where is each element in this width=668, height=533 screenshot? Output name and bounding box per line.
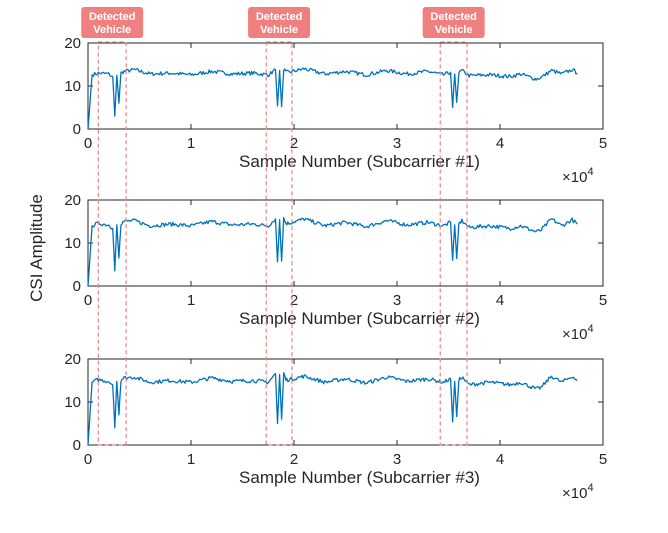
subplot-3: 0 1 2 3 4 5 0 10 20 Sample Number (Subcarrier #3)… xyxy=(64,351,607,502)
y-tick-label: 20 xyxy=(64,35,81,52)
detection-badge xyxy=(248,7,311,38)
y-tick-label: 20 xyxy=(64,351,81,368)
x-axis-label: Sample Number (Subcarrier #3) xyxy=(239,468,480,487)
detection-badge-line1: Detected xyxy=(89,11,135,23)
shared-y-axis-label: CSI Amplitude xyxy=(27,194,46,302)
x-tick-label: 2 xyxy=(290,292,298,309)
x-tick-label: 0 xyxy=(84,451,92,468)
detection-badge xyxy=(422,7,485,38)
y-tick-label: 0 xyxy=(73,437,81,454)
detection-window-box xyxy=(97,41,127,446)
x-tick-label: 5 xyxy=(599,135,607,152)
y-tick-label: 0 xyxy=(73,121,81,138)
x-tick-label: 0 xyxy=(84,292,92,309)
csi-series-line xyxy=(87,216,578,287)
y-tick-label: 20 xyxy=(64,192,81,209)
subplot-1: 0 1 2 3 4 5 0 10 20 Sample Number (Subcarrier #1)… xyxy=(64,35,607,186)
x-tick-label: 3 xyxy=(393,292,401,309)
x-axis-label: Sample Number (Subcarrier #2) xyxy=(239,309,480,328)
x-tick-label: 3 xyxy=(393,135,401,152)
x-tick-label: 5 xyxy=(599,292,607,309)
x-tick-label: 4 xyxy=(496,135,504,152)
x-multiplier-label: ×104 xyxy=(562,166,594,186)
detection-badge-line1: Detected xyxy=(430,11,476,23)
x-tick-label: 4 xyxy=(496,292,504,309)
x-tick-label: 2 xyxy=(290,135,298,152)
detection-window-box xyxy=(265,41,293,446)
detection-window-box xyxy=(439,41,468,446)
csi-series-line xyxy=(87,67,578,130)
x-tick-label: 1 xyxy=(187,135,195,152)
y-tick-label: 10 xyxy=(64,394,81,411)
x-tick-label: 0 xyxy=(84,135,92,152)
annotation-layer: DetectedVehicleDetectedVehicleDetectedVe… xyxy=(81,7,485,446)
x-tick-label: 3 xyxy=(393,451,401,468)
x-multiplier-label: ×104 xyxy=(562,482,594,502)
x-tick-label: 2 xyxy=(290,451,298,468)
y-tick-label: 10 xyxy=(64,235,81,252)
x-multiplier-label: ×104 xyxy=(562,323,594,343)
detection-badge xyxy=(81,7,144,38)
detection-badge-line2: Vehicle xyxy=(93,24,131,36)
detection-badge-line1: Detected xyxy=(256,11,302,23)
x-tick-label: 1 xyxy=(187,292,195,309)
y-tick-label: 0 xyxy=(73,278,81,295)
subplot-2: 0 1 2 3 4 5 0 10 20 Sample Number (Subcarrier #2)… xyxy=(64,192,607,343)
y-tick-label: 10 xyxy=(64,78,81,95)
x-axis-label: Sample Number (Subcarrier #1) xyxy=(239,152,480,171)
detection-badge-line2: Vehicle xyxy=(260,24,298,36)
csi-series-line xyxy=(87,372,578,446)
detection-badge-line2: Vehicle xyxy=(435,24,473,36)
x-tick-label: 4 xyxy=(496,451,504,468)
x-tick-label: 5 xyxy=(599,451,607,468)
x-tick-label: 1 xyxy=(187,451,195,468)
